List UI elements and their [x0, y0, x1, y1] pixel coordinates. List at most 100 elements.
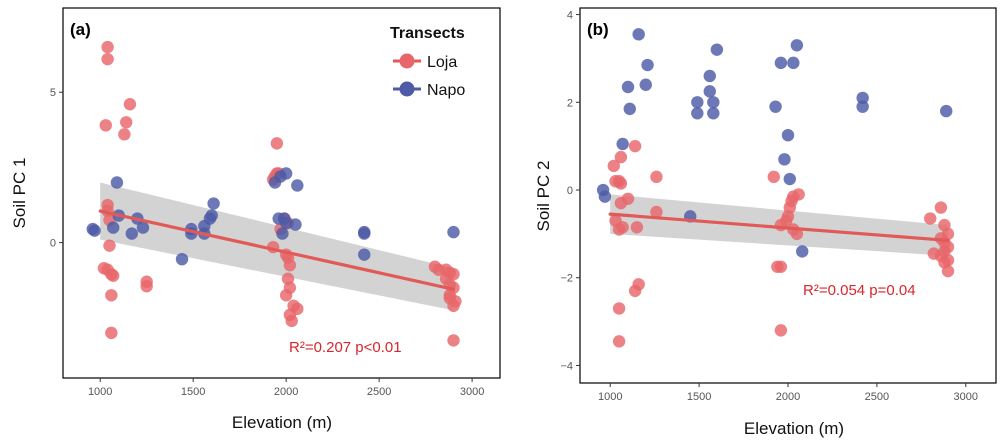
- panel-b-point-napo: [616, 137, 629, 151]
- panel-b-point-napo: [632, 28, 645, 41]
- panel-b-y-tick: 2: [567, 97, 580, 109]
- panel-a-point-napo: [279, 216, 293, 230]
- panel-b-point-loja: [774, 260, 788, 273]
- panel-a-x-tick-label: 2000: [274, 386, 298, 398]
- panel-a-point-loja: [285, 314, 298, 328]
- panel-a-point-loja: [270, 137, 284, 150]
- panel-b-regression-line: [608, 212, 950, 243]
- panel-b-point-loja: [628, 139, 642, 153]
- panel-a-x-tick: 2500: [367, 378, 391, 398]
- panel-b-y-tick: −4: [560, 360, 580, 372]
- panel-b-point-loja: [614, 177, 628, 190]
- panel-b-point-napo: [796, 245, 809, 258]
- panel-b-x-tick: 1500: [687, 383, 711, 403]
- legend-swatch-napo: [399, 81, 415, 97]
- panel-b-point-loja: [934, 201, 948, 214]
- legend-item-napo: Napo: [393, 81, 465, 99]
- panel-a-x-tick: 1000: [88, 378, 112, 398]
- panel-b-point-napo: [641, 58, 654, 72]
- panel-b-x-tick: 3000: [954, 383, 978, 403]
- panel-a-point-loja: [118, 128, 131, 141]
- panel-b-point-napo: [774, 56, 788, 70]
- panel-b-x-tick: 2500: [865, 383, 889, 403]
- panel-b-point-napo: [707, 107, 720, 120]
- panel-b-point-loja: [767, 170, 780, 184]
- panel-b-point-loja: [790, 227, 804, 241]
- panel-a-y-tick-label: 5: [50, 87, 56, 99]
- panel-a-point-loja: [105, 289, 118, 302]
- panel-a-point-loja: [105, 326, 118, 340]
- panel-b-point-napo: [621, 80, 635, 94]
- panel-b-point-napo: [707, 96, 720, 109]
- panel-b-point-loja: [650, 170, 663, 184]
- panel-b-y-tick-label: 2: [567, 97, 573, 109]
- panel-b-fit-line: [608, 212, 950, 243]
- panel-b-annotation: R²=0.054 p=0.04: [803, 282, 916, 299]
- panel-b-point-loja: [628, 284, 642, 298]
- panel-b-x-tick-label: 3000: [954, 391, 978, 403]
- panel-b-point-napo: [778, 153, 791, 166]
- panel-a-point-loja: [140, 280, 153, 293]
- panel-b-chart: 1000 1500 2000 2500 3000 −4 −2 0 2 4 (b) R²=0.05…: [534, 7, 997, 438]
- panel-a-point-napo: [205, 209, 218, 222]
- panel-b-point-napo: [940, 104, 953, 118]
- panel-a-regression-line: [98, 209, 456, 291]
- panel-a-point-napo: [175, 252, 189, 266]
- panel-a-annotation: R²=0.207 p<0.01: [289, 339, 402, 356]
- panel-a-point-napo: [125, 227, 139, 240]
- legend-label-loja: Loja: [427, 54, 457, 71]
- legend: Transects Loja Napo: [390, 25, 465, 99]
- panel-b-point-loja: [612, 302, 626, 315]
- panel-b-point-napo: [703, 69, 716, 83]
- panel-b-x-tick: 1000: [598, 383, 622, 403]
- panel-a-x-tick: 1500: [181, 378, 205, 398]
- panel-b-points: [596, 28, 955, 348]
- legend-swatch-loja: [399, 53, 415, 69]
- panel-b-x-title: Elevation (m): [744, 419, 844, 438]
- panel-b-point-napo: [710, 43, 724, 56]
- panel-b-point-napo: [781, 128, 795, 142]
- panel-b-y-tick-label: −2: [560, 273, 573, 285]
- panel-a-x-tick-label: 3000: [460, 386, 484, 398]
- panel-b-point-loja: [792, 188, 805, 201]
- panel-a-frame: [62, 7, 501, 379]
- panel-b-point-napo: [623, 102, 636, 116]
- panel-a-point-loja: [99, 119, 112, 132]
- panel-a-x-tick-label: 1500: [181, 386, 205, 398]
- panel-a-x-title: Elevation (m): [232, 413, 332, 432]
- panel-b-point-napo: [691, 96, 704, 109]
- panel-a-point-napo: [289, 218, 302, 231]
- panel-b-y-tick: 4: [567, 10, 580, 22]
- panel-b-y-tick: −2: [560, 273, 580, 285]
- panel-b-x-tick-label: 2000: [776, 391, 800, 403]
- panel-a-point-loja: [103, 239, 116, 252]
- panel-a-point-napo: [447, 225, 460, 239]
- panel-b-y-tick-label: 0: [567, 185, 573, 197]
- panel-b-point-napo: [769, 100, 782, 113]
- legend-item-loja: Loja: [393, 53, 457, 71]
- panel-a-point-napo: [136, 221, 150, 234]
- panel-b-y-tick: 0: [567, 185, 580, 197]
- panel-a-point-napo: [291, 179, 304, 192]
- panel-b-point-napo: [787, 56, 800, 70]
- panel-a-point-napo: [358, 248, 371, 261]
- panel-a-y-tick: 0: [50, 238, 63, 250]
- panel-a-y-tick-label: 0: [50, 238, 56, 250]
- panel-a-y-tick: 5: [50, 87, 63, 99]
- panel-b-point-loja: [630, 221, 644, 234]
- panel-b-x-tick: 2000: [776, 383, 800, 403]
- panel-b-point-napo: [783, 172, 796, 186]
- panel-a-point-loja: [107, 269, 120, 282]
- panel-b-point-loja: [612, 335, 626, 348]
- panel-a-point-loja: [447, 299, 460, 313]
- panel-b-y-title: Soil PC 2: [534, 161, 553, 232]
- panel-a-label: (a): [70, 20, 91, 39]
- panel-a-point-napo: [358, 227, 371, 240]
- panel-b-point-napo: [691, 107, 704, 120]
- panel-b-x-tick-label: 2500: [865, 391, 889, 403]
- panel-b-y-tick-label: −4: [560, 360, 573, 372]
- panel-b-point-napo: [639, 78, 652, 91]
- panel-b-point-napo: [598, 190, 612, 203]
- panel-a-point-loja: [101, 40, 114, 54]
- panel-a-x-tick-label: 2500: [367, 386, 391, 398]
